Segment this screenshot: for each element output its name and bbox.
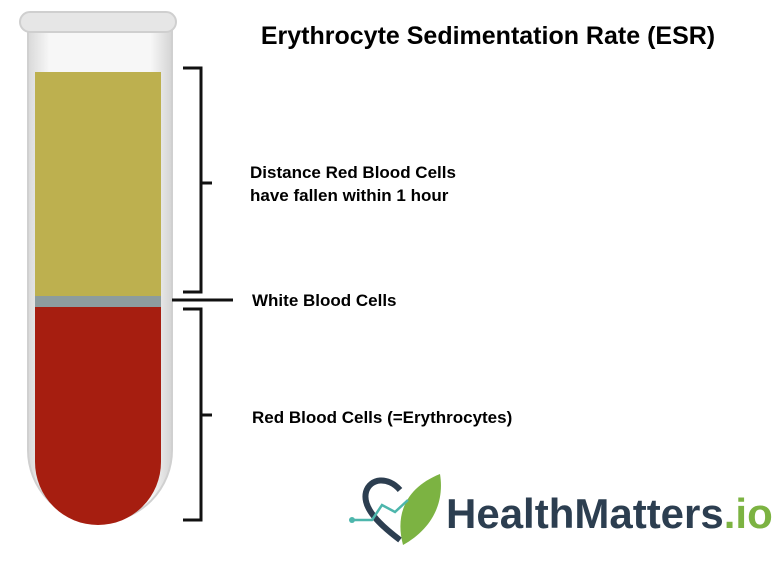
- plasma-label: Distance Red Blood Cells: [250, 163, 456, 182]
- plasma-layer: [35, 72, 161, 296]
- white-cell-layer: [35, 296, 161, 307]
- test-tube: [19, 11, 177, 525]
- red-cell-layer: [35, 307, 161, 525]
- white-cell-label: White Blood Cells: [252, 291, 397, 310]
- logo-suffix: .io: [724, 490, 773, 537]
- logo-text: HealthMatters.io: [446, 490, 773, 537]
- title: Erythrocyte Sedimentation Rate (ESR): [261, 22, 715, 50]
- brackets: [172, 66, 233, 522]
- plasma-label: have fallen within 1 hour: [250, 186, 449, 205]
- logo: HealthMatters.io: [349, 474, 773, 545]
- red-cell-label: Red Blood Cells (=Erythrocytes): [252, 408, 512, 427]
- logo-name: HealthMatters: [446, 490, 724, 537]
